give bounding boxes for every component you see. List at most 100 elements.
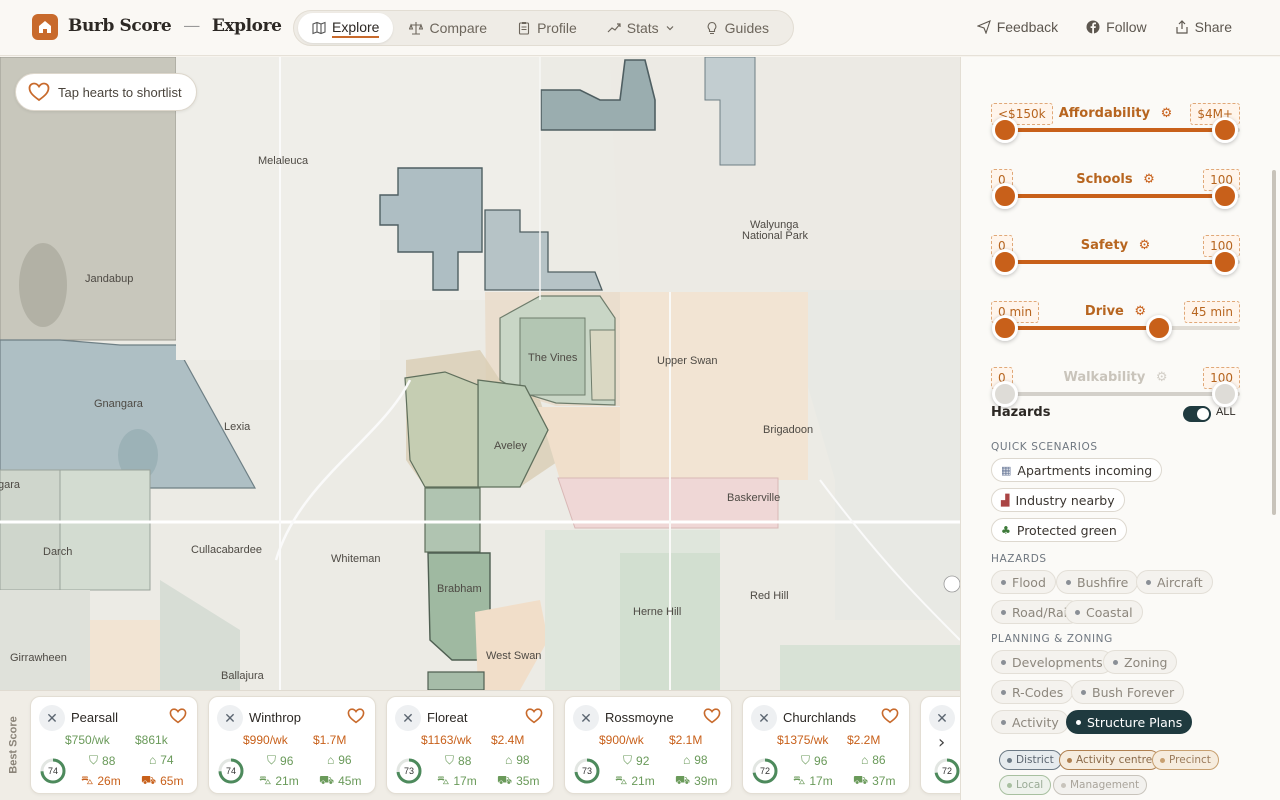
nav-profile[interactable]: Profile xyxy=(503,13,591,43)
chip-dot-icon xyxy=(1113,659,1118,665)
hazard-bushfire[interactable]: Bushfire xyxy=(1056,570,1139,594)
slider-name: Walkability xyxy=(1063,370,1146,385)
hazard-flood[interactable]: Flood xyxy=(991,570,1056,594)
hazard-coastal[interactable]: Coastal xyxy=(1065,600,1143,624)
scenario-apartments-incoming[interactable]: ▦ Apartments incoming xyxy=(991,458,1163,482)
planning-activity[interactable]: Activity xyxy=(991,710,1069,734)
structure-type-local[interactable]: Local xyxy=(999,775,1052,795)
chip-label: Aircraft xyxy=(1157,574,1203,590)
panel-scrollbar[interactable] xyxy=(1272,170,1276,515)
map-label-cullacabardee: Cullacabardee xyxy=(191,544,262,556)
planning-bush-forever[interactable]: Bush Forever xyxy=(1071,680,1185,704)
transit-value: 39m xyxy=(694,774,718,788)
drive-value: 17m xyxy=(453,774,477,788)
shield-icon: ⌂ xyxy=(683,753,691,767)
slider-fill xyxy=(1005,194,1225,198)
slider-min-handle[interactable] xyxy=(992,249,1018,275)
train-icon: ⛟ xyxy=(853,773,869,787)
weekly-rent: $1375/wk xyxy=(777,733,829,747)
gear-icon[interactable]: ⚙ xyxy=(1143,172,1155,187)
brand-name[interactable]: Burb Score xyxy=(68,16,172,36)
share-link[interactable]: Share xyxy=(1175,19,1232,35)
planning-zoning[interactable]: Zoning xyxy=(1103,650,1178,674)
slider-min-handle[interactable] xyxy=(992,381,1018,407)
slider-drive[interactable]: 0 min 45 min Drive ⚙ xyxy=(991,301,1240,351)
nav-explore[interactable]: Explore xyxy=(298,13,394,43)
suburb-card[interactable]: ✕ Churchlands $1375/wk $2.2M ⛉ 96 ⌂ 86 ⛍ 17m ⛟ 37m 7… xyxy=(742,696,910,794)
slider-max-handle[interactable] xyxy=(1212,117,1238,143)
structure-type-precinct[interactable]: Precinct xyxy=(1152,750,1219,770)
safety-score: ⌂ 98 xyxy=(505,753,530,767)
suburb-card[interactable]: ✕ Floreat $1163/wk $2.4M ⛉ 88 ⌂ 98 ⛍ 17m ⛟ 35m 73 xyxy=(386,696,554,794)
slider-affordability[interactable]: <$150k $4M+ Affordability ⚙ xyxy=(991,103,1240,153)
school-icon: ⛉ xyxy=(445,753,455,767)
nav-stats[interactable]: Stats xyxy=(593,13,689,43)
dismiss-card-button[interactable]: ✕ xyxy=(573,705,599,731)
gear-icon[interactable]: ⚙ xyxy=(1160,106,1173,121)
school-icon: ⛉ xyxy=(801,753,811,767)
shortlist-hint[interactable]: Tap hearts to shortlist xyxy=(15,73,197,111)
home-logo-icon[interactable] xyxy=(32,14,58,40)
scenario-protected-green[interactable]: ♣ Protected green xyxy=(991,518,1127,542)
planning-developments[interactable]: Developments xyxy=(991,650,1113,674)
drive-value: 17m xyxy=(809,774,833,788)
slider-max-handle[interactable] xyxy=(1212,183,1238,209)
safety-value: 98 xyxy=(694,753,708,767)
structure-type-activity-centre[interactable]: Activity centre xyxy=(1059,750,1161,770)
slider-min-handle[interactable] xyxy=(992,315,1018,341)
median-price: $1.7M xyxy=(313,733,347,747)
dismiss-card-button[interactable]: ✕ xyxy=(751,705,777,731)
follow-link[interactable]: Follow xyxy=(1086,19,1147,35)
chip-label: Developments xyxy=(1012,654,1103,670)
slider-walkability[interactable]: 0 100 Walkability ⚙ xyxy=(991,367,1240,417)
suburb-map[interactable]: Melaleuca Jandabup Gnangara Lexia The Vi… xyxy=(0,57,960,690)
dismiss-card-button[interactable]: ✕ xyxy=(395,705,421,731)
gear-icon[interactable]: ⚙ xyxy=(1134,304,1147,319)
slider-min-handle[interactable] xyxy=(992,117,1018,143)
dismiss-card-button[interactable]: ✕ xyxy=(929,705,955,731)
slider-name: Safety xyxy=(1080,238,1129,253)
gear-icon[interactable]: ⚙ xyxy=(1155,370,1168,385)
slider-max-handle[interactable] xyxy=(1212,381,1238,407)
shortlist-heart-icon[interactable] xyxy=(703,708,721,729)
hazards-subtitle: HAZARDS xyxy=(991,553,1047,565)
schools-value: 88 xyxy=(458,753,472,768)
shortlist-heart-icon[interactable] xyxy=(881,708,899,729)
slider-min-handle[interactable] xyxy=(992,183,1018,209)
map-label-national-park: National Park xyxy=(742,230,809,242)
chip-label: District xyxy=(1016,754,1054,766)
planning-r-codes[interactable]: R-Codes xyxy=(991,680,1074,704)
dismiss-card-button[interactable]: ✕ xyxy=(217,705,243,731)
shortlist-heart-icon[interactable] xyxy=(525,708,543,729)
dismiss-card-button[interactable]: ✕ xyxy=(39,705,65,731)
schools-score: ⛉ 88 xyxy=(445,753,471,768)
structure-type-district[interactable]: District xyxy=(999,750,1062,770)
safety-score: ⌂ 96 xyxy=(327,753,352,767)
planning-structure-plans[interactable]: Structure Plans xyxy=(1066,710,1193,734)
weekly-rent: $1163/wk xyxy=(421,733,472,747)
structure-type-management[interactable]: Management xyxy=(1053,775,1148,795)
scenario-industry-nearby[interactable]: ▟ Industry nearby xyxy=(991,488,1125,512)
next-arrow-icon[interactable]: › xyxy=(938,732,946,753)
hazards-toggle[interactable] xyxy=(1183,406,1211,422)
gear-icon[interactable]: ⚙ xyxy=(1138,238,1151,253)
slider-max-handle[interactable] xyxy=(1212,249,1238,275)
hazard-aircraft[interactable]: Aircraft xyxy=(1136,570,1213,594)
suburb-card[interactable]: ✕ Winthrop $990/wk $1.7M ⛉ 96 ⌂ 96 ⛍ 21m ⛟ 45m 74 xyxy=(208,696,376,794)
shortlist-heart-icon[interactable] xyxy=(347,708,365,729)
car-icon: ⛍ xyxy=(437,773,450,787)
map-label-jandabup: Jandabup xyxy=(85,273,133,285)
shortlist-heart-icon[interactable] xyxy=(169,708,187,729)
suburb-card[interactable]: ✕ Rossmoyne $900/wk $2.1M ⛉ 92 ⌂ 98 ⛍ 21m ⛟ 39m 73 xyxy=(564,696,732,794)
sort-best-score[interactable]: Best Score xyxy=(0,690,28,800)
safety-value: 86 xyxy=(872,753,886,767)
feedback-link[interactable]: Feedback xyxy=(976,19,1058,35)
slider-max-handle[interactable] xyxy=(1146,315,1172,341)
nav-guides[interactable]: Guides xyxy=(691,13,783,43)
suburb-card[interactable]: ✕ Pearsall $750/wk $861k ⛉ 88 ⌂ 74 ⛍ 26m ⛟ 65m 74 xyxy=(30,696,198,794)
lightbulb-icon xyxy=(707,21,717,35)
slider-schools[interactable]: 0 100 Schools ⚙ xyxy=(991,169,1240,219)
slider-safety[interactable]: 0 100 Safety ⚙ xyxy=(991,235,1240,285)
nav-compare[interactable]: Compare xyxy=(395,13,501,43)
brand-separator: — xyxy=(183,16,200,36)
